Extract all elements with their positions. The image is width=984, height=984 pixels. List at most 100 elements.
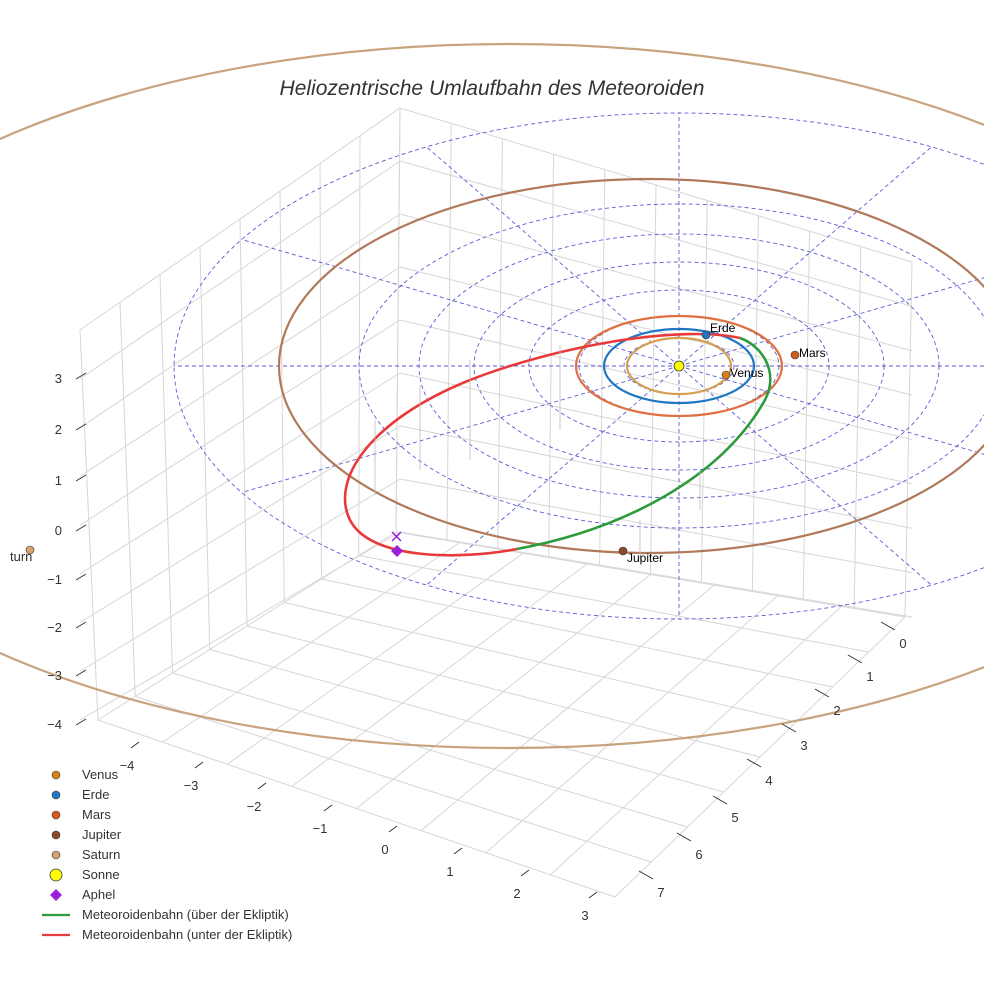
grid-line: [358, 555, 869, 653]
y-tick-mark: [638, 870, 654, 880]
z-tick-mark: [75, 423, 87, 431]
legend-swatch: [51, 830, 61, 840]
meteoroid-orbit-below: [343, 332, 741, 557]
legend-label: Sonne: [82, 867, 120, 882]
orbit-jupiter: [278, 177, 984, 555]
legend-label: Venus: [82, 767, 119, 782]
polar-spoke: [241, 365, 680, 493]
axis-ticks: 3 2 1 0 −1 −2 −3 −4 −4 −3 −2 −1 0 1 2 3 0 1 2 3 4 5 6 7: [47, 371, 906, 923]
aphel-cross-stroke: [391, 531, 402, 542]
orbit-erde: [602, 327, 756, 405]
legend-swatch: [51, 790, 61, 800]
legend-label: Meteoroidenbahn (unter der Ekliptik): [82, 927, 292, 942]
grid-line: [904, 261, 913, 618]
y-tick-mark: [676, 832, 692, 842]
z-tick-mark: [75, 718, 87, 726]
x-tick-label: −3: [184, 778, 199, 793]
grid-line: [79, 372, 401, 575]
orbit-saturn: [0, 43, 984, 749]
grid-line: [599, 169, 606, 567]
y-tick-label: 3: [800, 738, 807, 753]
z-tick-label: 1: [55, 473, 62, 488]
grid-line: [399, 425, 913, 529]
grid-line: [79, 266, 401, 477]
x-tick-mark: [520, 869, 530, 877]
grid-line: [284, 602, 797, 723]
polar-spoke: [678, 277, 984, 367]
legend-swatch: [51, 810, 61, 820]
y-tick-mark: [746, 758, 762, 768]
legend-label: Aphel: [82, 887, 115, 902]
legend-label: Saturn: [82, 847, 120, 862]
grid-line: [399, 107, 913, 263]
y-tick-mark: [880, 621, 896, 631]
z-tick-label: 0: [55, 523, 62, 538]
y-tick-label: 5: [731, 810, 738, 825]
z-tick-label: 2: [55, 422, 62, 437]
marker-sonne: [673, 360, 685, 372]
x-tick-mark: [453, 847, 463, 855]
legend-label: Erde: [82, 787, 109, 802]
grid-line: [548, 154, 555, 558]
label-jupiter: Jupiter: [627, 551, 663, 565]
y-tick-mark: [781, 723, 797, 733]
x-tick-label: 1: [446, 864, 453, 879]
x-tick-label: −2: [247, 799, 262, 814]
z-tick-mark: [75, 621, 87, 629]
label-mars: Mars: [799, 346, 826, 360]
grid-line: [79, 329, 99, 721]
x-tick-label: 0: [381, 842, 388, 857]
grid-line: [399, 531, 913, 618]
y-tick-label: 7: [657, 885, 664, 900]
grid-line: [79, 107, 401, 331]
marker-erde: [701, 330, 711, 340]
partial-label: turn: [10, 549, 32, 564]
y-tick-mark: [712, 795, 728, 805]
z-tick-label: −3: [47, 668, 62, 683]
polar-spoke: [678, 365, 984, 455]
chart-title: Heliozentrische Umlaufbahn des Meteoroid…: [280, 77, 705, 100]
x-tick-label: 3: [581, 908, 588, 923]
label-erde: Erde: [710, 321, 736, 335]
legend-label: Meteoroidenbahn (über der Ekliptik): [82, 907, 289, 922]
grid-line: [239, 218, 248, 627]
planet-orbits: [0, 43, 984, 749]
orbit-venus: [625, 336, 733, 396]
x-tick-mark: [388, 825, 398, 833]
x-tick-mark: [588, 891, 598, 899]
grid-line: [650, 184, 657, 575]
grid-line: [79, 160, 401, 380]
grid-line: [246, 625, 761, 758]
grid-line: [399, 319, 913, 440]
x-tick-mark: [257, 782, 267, 790]
z-tick-mark: [75, 524, 87, 532]
grid-line: [279, 191, 285, 603]
marker-venus: [721, 370, 731, 380]
marker-mars: [790, 350, 800, 360]
grid-line: [399, 160, 913, 307]
y-tick-label: 0: [899, 636, 906, 651]
y-tick-mark: [847, 654, 863, 664]
legend-swatch: [49, 868, 63, 882]
grid-line: [395, 107, 401, 533]
grid-line: [853, 246, 862, 609]
ecliptic-polar-grid: [173, 112, 984, 620]
x-tick-label: −1: [313, 821, 328, 836]
x-tick-mark: [130, 741, 140, 749]
marker-aphel: [391, 545, 403, 557]
grid-line: [199, 246, 211, 650]
meteoroid-orbit-above: [516, 336, 772, 551]
legend-label: Jupiter: [82, 827, 122, 842]
legend-swatch: [51, 850, 61, 860]
grid-line: [614, 616, 906, 898]
x-tick-label: 2: [513, 886, 520, 901]
x-tick-mark: [194, 761, 204, 769]
grid-line: [420, 584, 715, 832]
grid-line: [485, 595, 779, 854]
y-tick-label: 4: [765, 773, 772, 788]
marker-saturn: [25, 545, 35, 555]
z-tick-label: −4: [47, 717, 62, 732]
z-tick-label: −2: [47, 620, 62, 635]
orbit-mars: [574, 314, 784, 418]
grid-line: [399, 372, 913, 485]
